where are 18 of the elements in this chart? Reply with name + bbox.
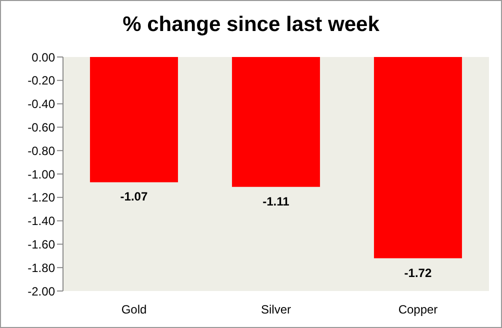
y-tick-label: -0.80 [28,144,56,158]
y-tick-label: -0.20 [28,74,56,88]
chart-title: % change since last week [122,13,380,37]
y-tick-label: -2.00 [28,284,56,298]
x-tick-label: Silver [260,302,292,317]
data-label: -1.11 [262,194,290,208]
y-tick-label: -1.00 [28,167,56,182]
y-tick-label: -0.40 [28,97,56,112]
y-tick-label: -1.40 [28,214,56,228]
y-tick-label: -1.20 [28,190,56,205]
y-tick-label: 0.00 [32,50,56,64]
data-label: -1.07 [120,190,148,204]
y-tick-label: -0.60 [28,120,56,134]
y-tick-label: -1.60 [28,237,56,252]
x-tick-label: Gold [121,302,147,317]
y-tick-label: -1.80 [28,260,56,275]
data-label: -1.72 [404,266,432,280]
x-tick-label: Copper [398,302,438,317]
